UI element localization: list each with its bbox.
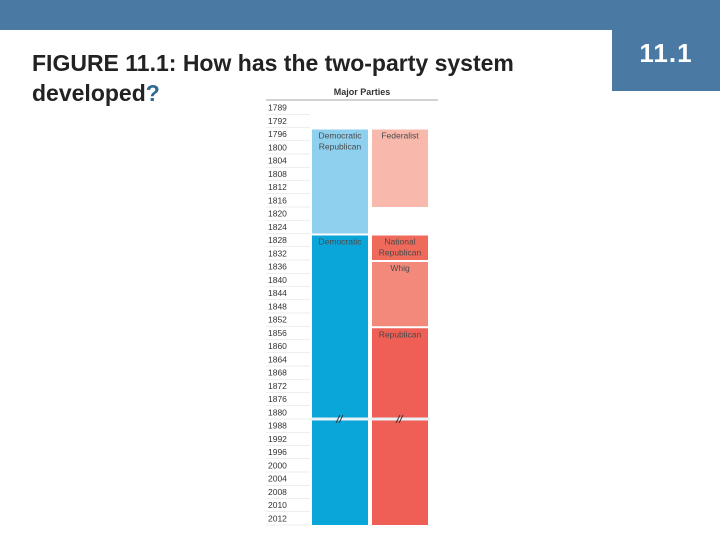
year-label: 1848 [268, 301, 287, 311]
break-mark [335, 414, 344, 424]
party-band [372, 129, 428, 207]
year-label: 2012 [268, 513, 287, 523]
party-label: National Republican [379, 237, 422, 258]
year-label: 1828 [268, 235, 287, 245]
section-badge: 11.1 [612, 16, 720, 91]
year-label: 1988 [268, 421, 287, 431]
year-label: 1880 [268, 407, 287, 417]
party-label: Democratic Republican [319, 131, 363, 152]
year-label: 2004 [268, 474, 287, 484]
year-label: 1868 [268, 368, 287, 378]
header-bar [0, 0, 720, 30]
year-label: 1808 [268, 169, 287, 179]
year-label: 2010 [268, 500, 287, 510]
section-number: 11.1 [639, 38, 693, 68]
year-label: 2000 [268, 460, 287, 470]
year-label: 2008 [268, 487, 287, 497]
year-label: 1844 [268, 288, 287, 298]
party-band [372, 262, 428, 327]
year-label: 1852 [268, 315, 287, 325]
year-label: 1992 [268, 434, 287, 444]
year-label: 1816 [268, 195, 287, 205]
party-band [372, 235, 428, 260]
year-label: 1996 [268, 447, 287, 457]
break-mark [395, 414, 404, 424]
party-label: Republican [379, 329, 422, 339]
party-label: Democratic [319, 237, 363, 247]
break-line [310, 417, 430, 421]
party-band [312, 235, 368, 525]
slide-title-text: FIGURE 11.1: How has the two-party syste… [32, 50, 514, 106]
chart-title: Major Parties [334, 87, 391, 97]
party-band [372, 328, 428, 525]
year-label: 1832 [268, 248, 287, 258]
year-label: 1812 [268, 182, 287, 192]
slide-title: FIGURE 11.1: How has the two-party syste… [32, 48, 592, 108]
year-label: 1860 [268, 341, 287, 351]
year-label: 1804 [268, 156, 287, 166]
party-label: Whig [390, 263, 410, 273]
axis-break [310, 414, 430, 424]
year-label: 1876 [268, 394, 287, 404]
year-label: 1800 [268, 142, 287, 152]
year-label: 1824 [268, 222, 287, 232]
party-timeline-chart: Major Parties 1789 1792 1796 1800 1804 1808 18… [266, 87, 438, 526]
party-band [312, 129, 368, 234]
year-label: 1872 [268, 381, 287, 391]
year-label: 1792 [268, 116, 287, 126]
party-labels: Democratic Republican Democratic Federalist… [319, 131, 422, 340]
party-bands [312, 129, 428, 525]
slide-title-question-mark: ? [145, 80, 160, 106]
year-label: 1789 [268, 103, 287, 113]
year-label: 1820 [268, 209, 287, 219]
year-label: 1836 [268, 262, 287, 272]
year-label: 1840 [268, 275, 287, 285]
year-label: 1796 [268, 129, 287, 139]
party-label: Federalist [381, 131, 419, 141]
year-label: 1856 [268, 328, 287, 338]
year-label: 1864 [268, 354, 287, 364]
year-labels: 1789 1792 1796 1800 1804 1808 1812 1816 1820 1824… [266, 103, 310, 526]
